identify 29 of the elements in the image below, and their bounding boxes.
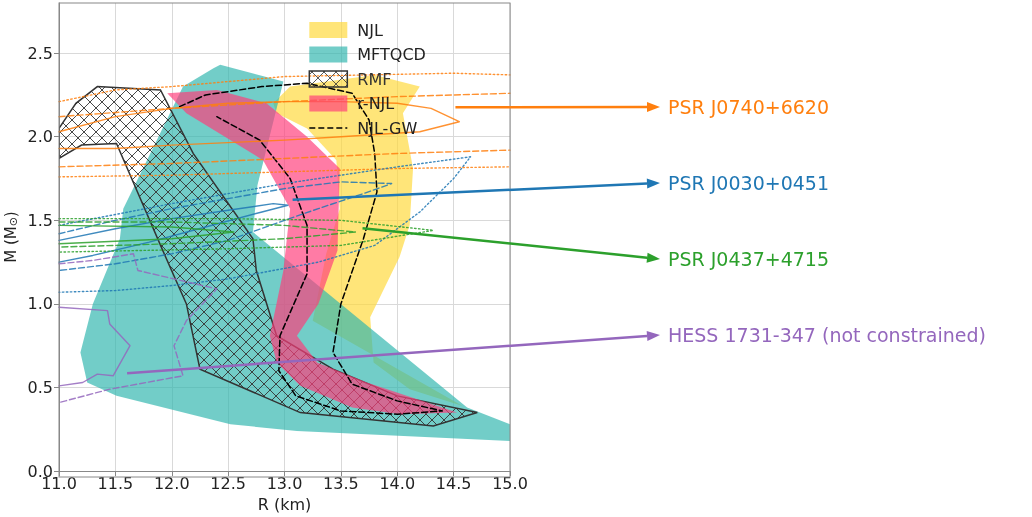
y-tick-label: 2.0 [27,127,53,147]
line-series [58,202,289,263]
x-axis-title: R (km) [257,494,312,514]
x-tick-label: 13.5 [323,473,359,493]
y-tick-label: 1.5 [27,210,53,230]
line-series [58,217,435,253]
y-axis-title: M (M⊙) [1,211,20,263]
line-series [58,156,472,293]
x-tick-label: 12.5 [210,473,246,493]
x-tick-label: 14.0 [379,473,416,493]
x-tick-label: 13.0 [266,473,303,493]
text: PSR J0437+4715 [668,248,829,270]
x-tick-label: 11.5 [97,473,134,493]
text: PSR J0740+6620 [668,96,829,118]
y-tick-label: 2.5 [27,43,53,63]
x-tick-label: 12.0 [153,473,190,493]
y-tick-label: 0.5 [27,378,53,398]
line-series [58,306,131,387]
text: HESS 1731-347 (not constrained) [668,324,986,346]
line-series [58,224,235,245]
legend-label: r-NJL [357,94,395,113]
text: RMF [357,69,392,89]
x-tick-label: 15.0 [492,473,528,493]
legend-label: MFTQCD [357,45,426,64]
x-tick-label: 14.5 [435,473,472,493]
text: PSR J0030+0451 [668,172,829,194]
line-series [58,253,218,404]
legend-label: NJL [357,20,383,40]
y-tick-label: 1.0 [27,294,53,314]
